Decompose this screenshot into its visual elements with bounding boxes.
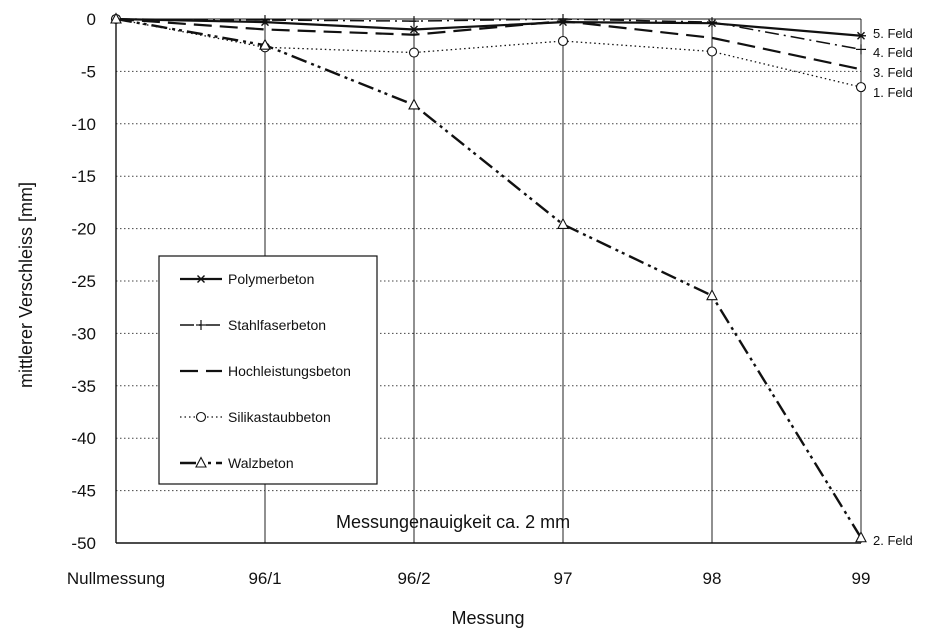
end-label-polymerbeton: 5. Feld [873, 26, 913, 41]
series-hochleistungsbeton [115, 17, 862, 71]
legend-entry-walzbeton: Walzbeton [180, 455, 294, 471]
data-point-triangle [855, 531, 867, 543]
end-label-hochleistungsbeton: 3. Feld [873, 65, 913, 80]
series-stahlfaserbeton [111, 14, 866, 55]
x-tick-label: 99 [852, 569, 871, 588]
legend-label: Stahlfaserbeton [228, 317, 326, 333]
series-lines [110, 12, 867, 543]
legend-entry-silikastaubbeton: Silikastaubbeton [180, 409, 331, 425]
series-line-hochleistungsbeton [115, 17, 862, 71]
data-point-circle [557, 35, 569, 47]
y-tick-label: -5 [81, 62, 96, 81]
legend-label: Hochleistungsbeton [228, 363, 351, 379]
data-point-asterisk [857, 31, 865, 40]
end-label-stahlfaserbeton: 4. Feld [873, 45, 913, 60]
y-tick-label: 0 [87, 10, 96, 29]
x-tick-labels: Nullmessung 96/1 96/2 97 98 99 [67, 569, 871, 588]
data-point-triangle [706, 288, 718, 301]
data-point-asterisk [410, 25, 418, 34]
x-tick-label: Nullmessung [67, 569, 165, 588]
data-point-triangle [195, 456, 207, 468]
x-tick-label: 96/2 [397, 569, 430, 588]
data-point-circle [706, 46, 718, 57]
y-tick-label: -35 [71, 377, 96, 396]
y-tick-labels: 0 -5 -10 -15 -20 -25 -30 -35 -40 -45 -50 [71, 10, 96, 553]
legend-entry-hochleistungsbeton: Hochleistungsbeton [180, 363, 351, 379]
series-line-stahlfaserbeton [115, 18, 862, 51]
legend: Polymerbeton Stahlfaserbeton Hochleistungs… [158, 255, 378, 485]
legend-label: Polymerbeton [228, 271, 314, 287]
x-tick-label: 98 [703, 569, 722, 588]
legend-label: Silikastaubbeton [228, 409, 331, 425]
data-point-triangle [408, 98, 420, 110]
y-tick-label: -25 [71, 272, 96, 291]
legend-label: Walzbeton [228, 455, 294, 471]
end-label-walzbeton: 2. Feld [873, 533, 913, 548]
data-point-triangle [259, 38, 271, 50]
axes [115, 18, 861, 544]
x-tick-label: 96/1 [248, 569, 281, 588]
legend-entry-stahlfaserbeton: Stahlfaserbeton [180, 317, 326, 333]
y-tick-label: -20 [71, 220, 96, 239]
x-tick-label: 97 [554, 569, 573, 588]
y-tick-label: -40 [71, 429, 96, 448]
x-axis-title: Messung [451, 608, 524, 628]
series-end-labels: 5. Feld 4. Feld 3. Feld 1. Feld 2. Feld [873, 26, 913, 548]
end-label-silikastaubbeton: 1. Feld [873, 85, 913, 100]
y-tick-label: -30 [71, 324, 96, 343]
series-line-silikastaubbeton [115, 18, 862, 88]
measurement-accuracy-note: Messungenauigkeit ca. 2 mm [336, 512, 570, 532]
data-point-circle [195, 411, 207, 423]
y-tick-label: -50 [71, 534, 96, 553]
legend-entry-polymerbeton: Polymerbeton [180, 271, 314, 287]
series-walzbeton [110, 12, 867, 543]
data-point-circle [855, 82, 867, 93]
data-point-triangle [557, 217, 569, 229]
y-tick-label: -10 [71, 115, 96, 134]
series-line-polymerbeton [115, 17, 862, 37]
data-point-asterisk [197, 275, 205, 283]
y-tick-label: -15 [71, 167, 96, 186]
data-point-triangle [110, 12, 122, 24]
y-axis-title: mittlerer Verschleiss [mm] [16, 182, 36, 388]
y-tick-label: -45 [71, 482, 96, 501]
data-point-circle [408, 47, 420, 58]
series-line-walzbeton [115, 17, 863, 539]
